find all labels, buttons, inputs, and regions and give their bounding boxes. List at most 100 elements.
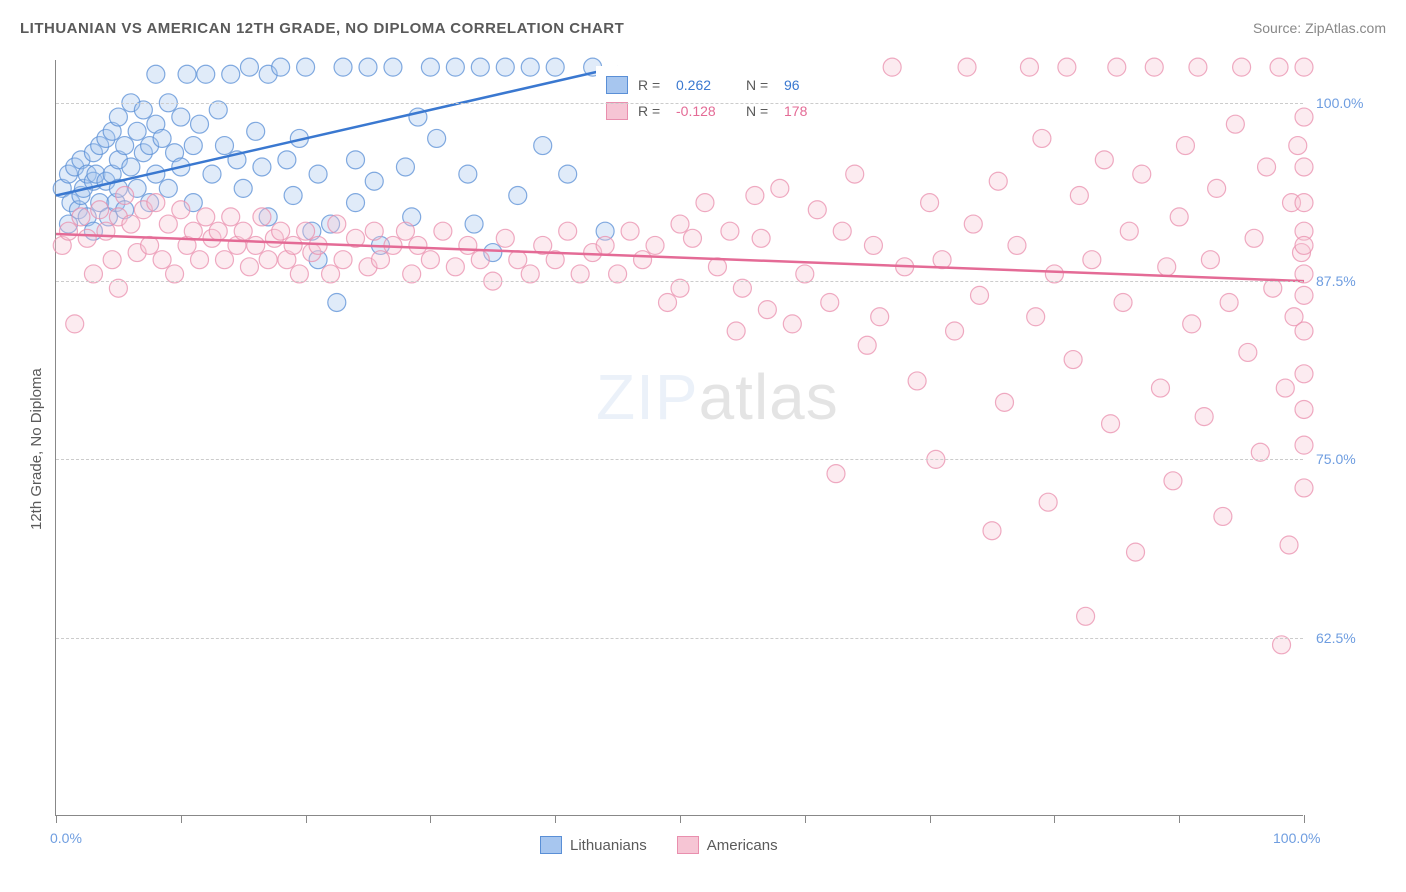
scatter-point	[821, 293, 839, 311]
scatter-point	[995, 393, 1013, 411]
scatter-point	[471, 251, 489, 269]
scatter-point	[203, 165, 221, 183]
legend-swatch	[677, 836, 699, 854]
scatter-point	[1133, 165, 1151, 183]
scatter-point	[534, 137, 552, 155]
scatter-point	[365, 172, 383, 190]
y-tick-label: 75.0%	[1316, 451, 1356, 467]
scatter-point	[459, 236, 477, 254]
scatter-point	[1295, 194, 1313, 212]
scatter-point	[659, 293, 677, 311]
chart-container: LITHUANIAN VS AMERICAN 12TH GRADE, NO DI…	[0, 0, 1406, 892]
stat-r-label: R =	[638, 103, 666, 119]
scatter-point	[446, 258, 464, 276]
scatter-point	[1151, 379, 1169, 397]
x-tick	[56, 815, 57, 823]
scatter-point	[1295, 436, 1313, 454]
scatter-point	[1095, 151, 1113, 169]
x-tick	[680, 815, 681, 823]
scatter-point	[128, 122, 146, 140]
x-tick	[306, 815, 307, 823]
scatter-point	[1270, 58, 1288, 76]
scatter-point	[708, 258, 726, 276]
stat-n-label: N =	[746, 103, 774, 119]
scatter-point	[783, 315, 801, 333]
scatter-point	[971, 286, 989, 304]
scatter-point	[1027, 308, 1045, 326]
scatter-point	[1020, 58, 1038, 76]
scatter-point	[328, 215, 346, 233]
scatter-point	[1295, 322, 1313, 340]
scatter-point	[1295, 479, 1313, 497]
scatter-point	[396, 158, 414, 176]
scatter-point	[958, 58, 976, 76]
scatter-point	[1033, 129, 1051, 147]
scatter-point	[191, 115, 209, 133]
x-tick	[555, 815, 556, 823]
x-tick	[930, 815, 931, 823]
stat-r-value: 0.262	[676, 77, 736, 93]
scatter-point	[153, 251, 171, 269]
stat-n-value: 178	[784, 103, 844, 119]
scatter-point	[559, 165, 577, 183]
scatter-point	[1258, 158, 1276, 176]
scatter-point	[1233, 58, 1251, 76]
stat-r-label: R =	[638, 77, 666, 93]
scatter-point	[147, 194, 165, 212]
scatter-point	[634, 251, 652, 269]
scatter-point	[421, 58, 439, 76]
legend-item: Americans	[677, 836, 778, 854]
scatter-point	[1289, 137, 1307, 155]
scatter-point	[1295, 400, 1313, 418]
scatter-point	[253, 158, 271, 176]
scatter-point	[1176, 137, 1194, 155]
scatter-point	[297, 58, 315, 76]
legend-swatch	[540, 836, 562, 854]
x-tick	[1179, 815, 1180, 823]
scatter-point	[1214, 507, 1232, 525]
scatter-point	[141, 236, 159, 254]
scatter-point	[771, 179, 789, 197]
scatter-point	[278, 151, 296, 169]
gridline	[56, 638, 1303, 639]
scatter-point	[434, 222, 452, 240]
scatter-point	[184, 222, 202, 240]
scatter-point	[66, 315, 84, 333]
scatter-point	[1008, 236, 1026, 254]
scatter-point	[1120, 222, 1138, 240]
scatter-point	[509, 251, 527, 269]
scatter-point	[347, 151, 365, 169]
scatter-point	[371, 251, 389, 269]
scatter-point	[989, 172, 1007, 190]
scatter-point	[97, 222, 115, 240]
scatter-point	[1039, 493, 1057, 511]
scatter-point	[646, 236, 664, 254]
scatter-point	[921, 194, 939, 212]
scatter-point	[827, 465, 845, 483]
scatter-point	[284, 236, 302, 254]
source-label: Source: ZipAtlas.com	[1253, 20, 1386, 36]
scatter-point	[172, 201, 190, 219]
scatter-point	[159, 215, 177, 233]
scatter-point	[209, 222, 227, 240]
scatter-point	[1070, 187, 1088, 205]
scatter-point	[116, 187, 134, 205]
scatter-point	[284, 187, 302, 205]
scatter-point	[471, 58, 489, 76]
scatter-point	[559, 222, 577, 240]
scatter-point	[696, 194, 714, 212]
scatter-point	[1208, 179, 1226, 197]
stat-n-label: N =	[746, 77, 774, 93]
scatter-point	[309, 236, 327, 254]
scatter-point	[215, 251, 233, 269]
legend-swatch	[606, 102, 628, 120]
gridline	[56, 459, 1303, 460]
x-tick	[181, 815, 182, 823]
scatter-point	[1189, 58, 1207, 76]
x-tick	[430, 815, 431, 823]
chart-title: LITHUANIAN VS AMERICAN 12TH GRADE, NO DI…	[20, 20, 624, 37]
scatter-point	[365, 222, 383, 240]
x-axis-label-right: 100.0%	[1273, 830, 1320, 846]
scatter-point	[428, 129, 446, 147]
scatter-point	[721, 222, 739, 240]
